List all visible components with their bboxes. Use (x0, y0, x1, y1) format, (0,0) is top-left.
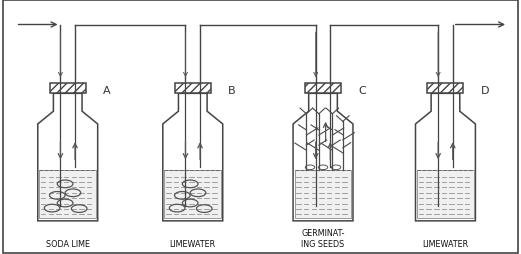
Text: C: C (358, 86, 366, 96)
Bar (295, 170, 351, 218)
Bar (40, 170, 96, 218)
Text: LIMEWATER: LIMEWATER (170, 239, 216, 248)
Bar (427, 83, 463, 94)
Bar (164, 170, 221, 218)
Text: A: A (103, 86, 110, 96)
Text: SODA LIME: SODA LIME (46, 239, 90, 248)
Bar (417, 170, 474, 218)
Text: D: D (480, 86, 489, 96)
Bar (49, 83, 85, 94)
Polygon shape (416, 94, 475, 221)
Polygon shape (163, 94, 223, 221)
Polygon shape (38, 94, 98, 221)
Polygon shape (293, 94, 353, 221)
Text: LIMEWATER: LIMEWATER (423, 239, 468, 248)
Text: GERMINAT-
ING SEEDS: GERMINAT- ING SEEDS (301, 228, 345, 248)
Text: B: B (228, 86, 235, 96)
Bar (305, 83, 341, 94)
Bar (175, 83, 210, 94)
